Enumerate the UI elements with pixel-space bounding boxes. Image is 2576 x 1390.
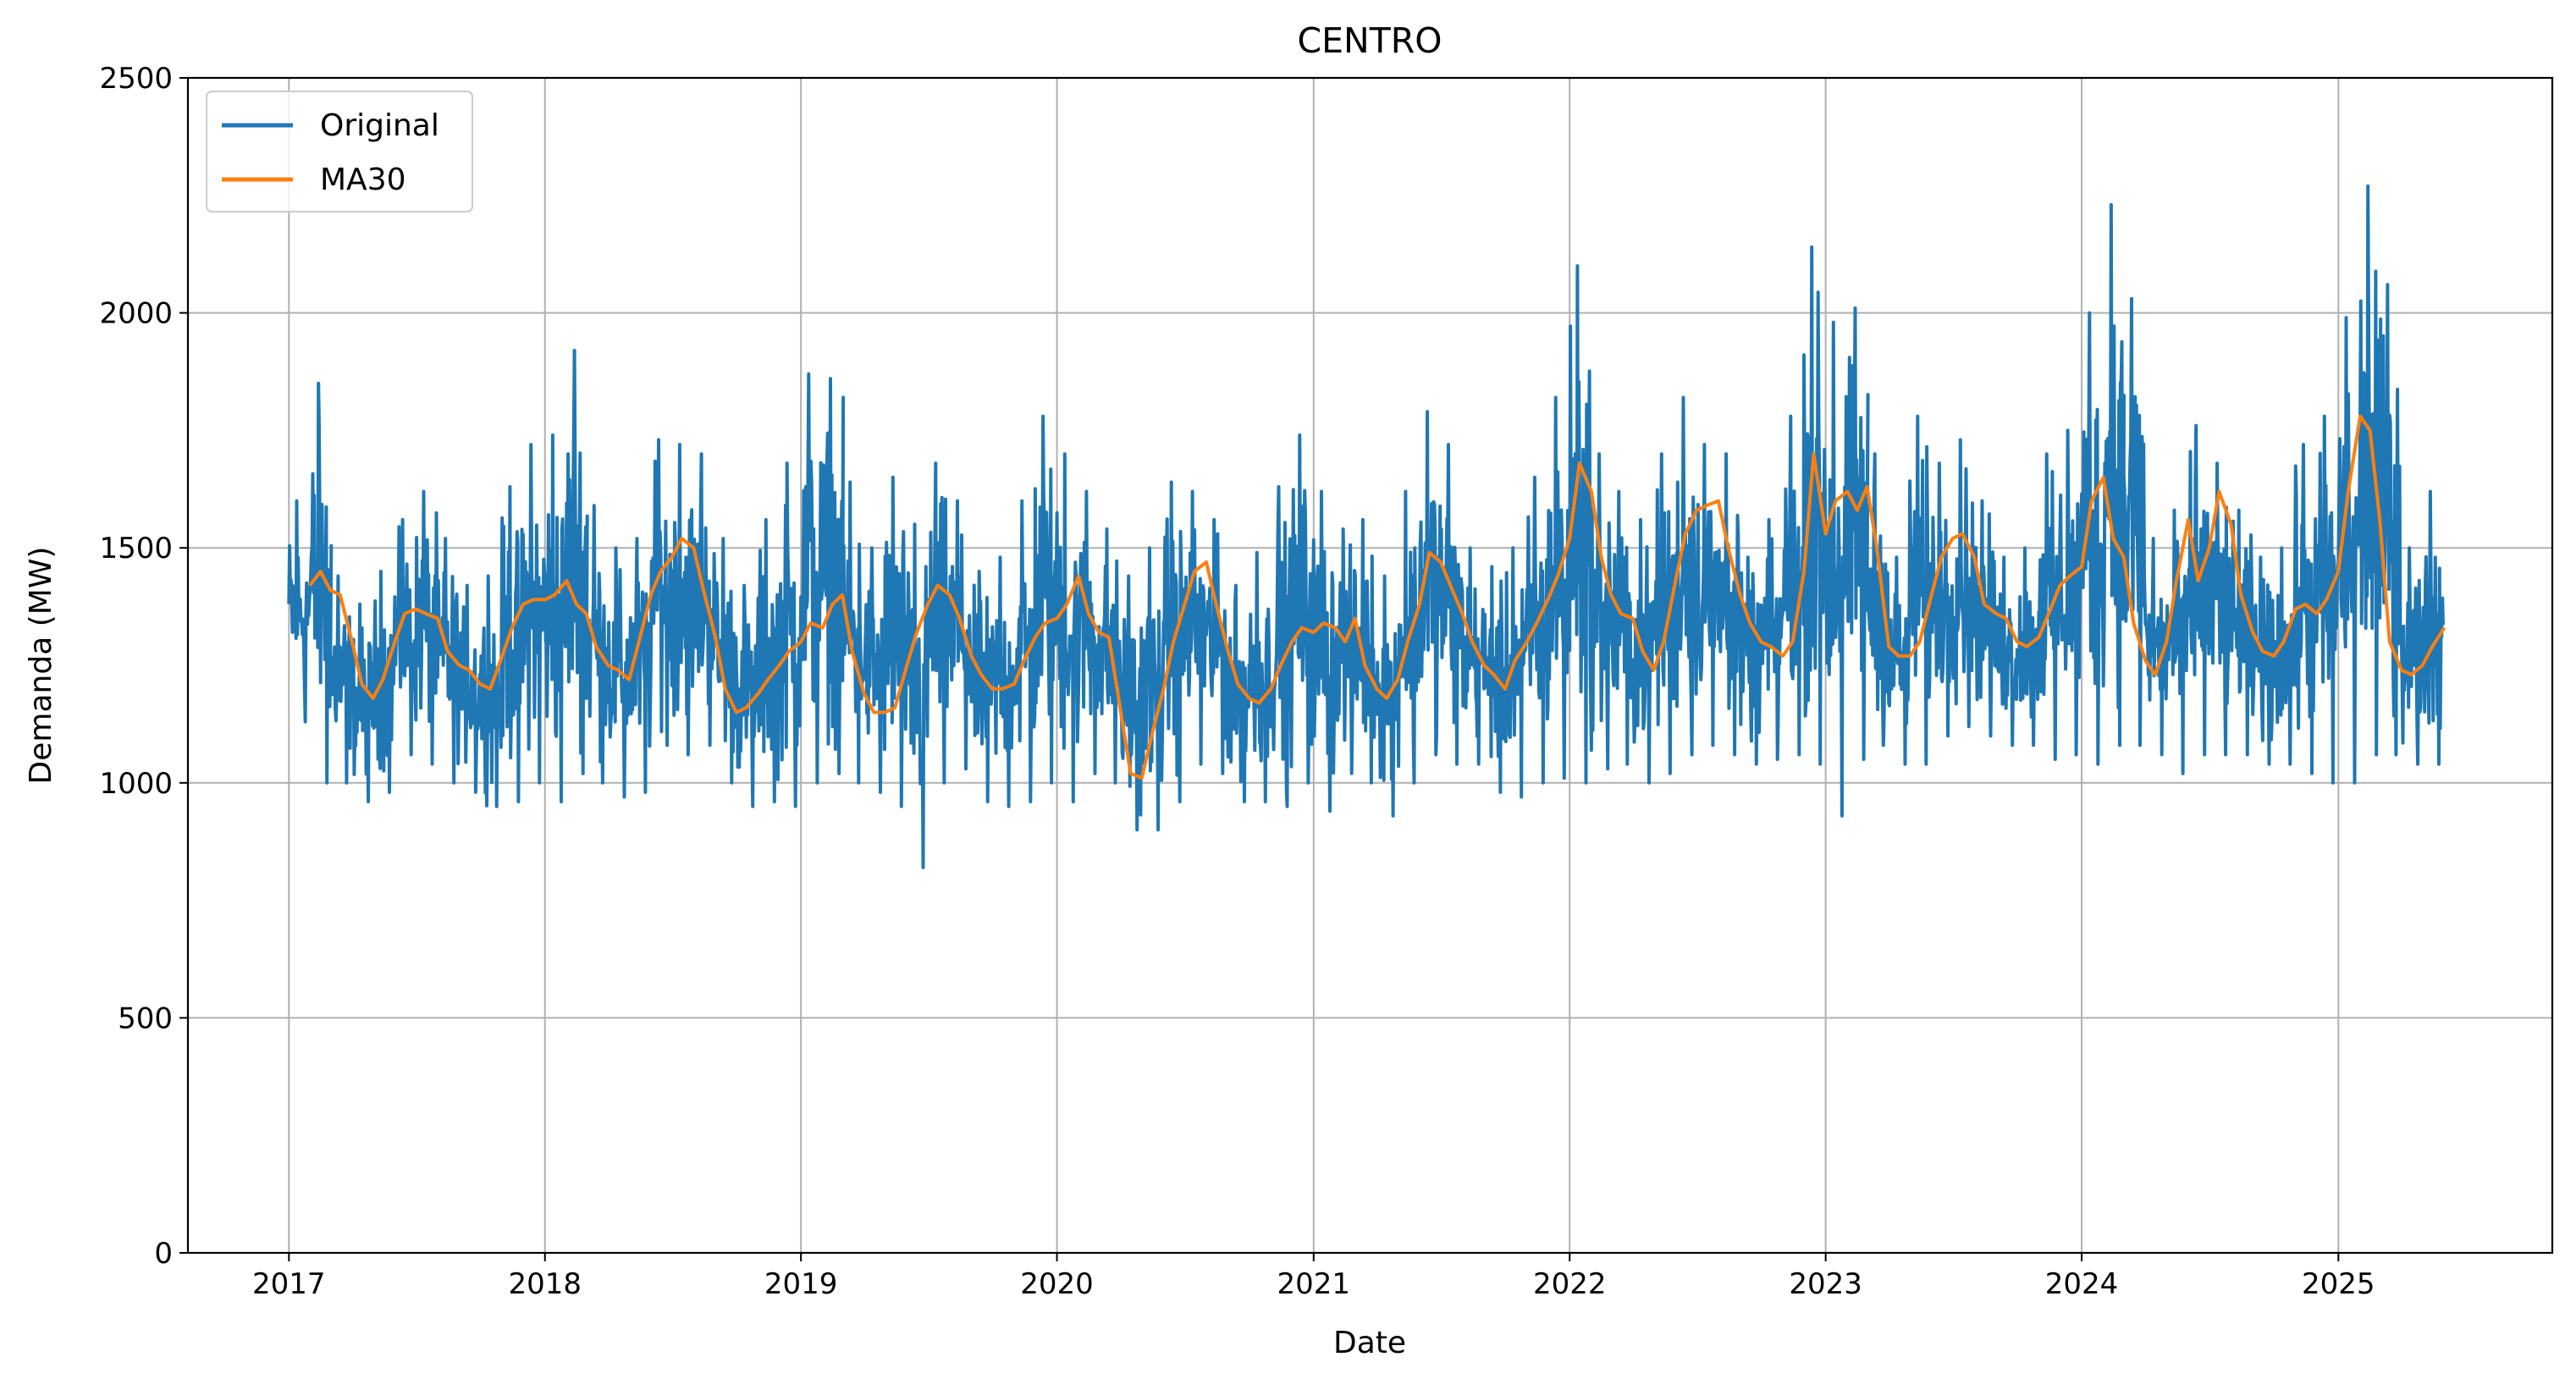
x-axis-label: Date (1333, 1326, 1406, 1360)
legend-label-original: Original (320, 108, 439, 143)
legend: Original MA30 (206, 91, 473, 212)
y-tick-label: 500 (118, 1001, 173, 1035)
y-tick-label: 1500 (99, 532, 173, 565)
y-axis-label: Demanda (MW) (24, 547, 58, 785)
x-tick-label: 2025 (2302, 1267, 2375, 1301)
chart-title: CENTRO (1297, 20, 1442, 61)
plot-frame (186, 76, 2554, 1255)
x-tick-label: 2020 (1020, 1267, 1094, 1301)
x-tick-label: 2018 (508, 1267, 582, 1301)
x-tick-label: 2019 (764, 1267, 838, 1301)
x-tick-label: 2021 (1277, 1267, 1351, 1301)
legend-label-ma30: MA30 (320, 163, 406, 197)
y-tick-label: 2000 (99, 297, 173, 331)
series-original-line (287, 184, 2445, 869)
series-layer (287, 184, 2446, 869)
axis-ticks: 0 500 1000 1500 2000 2500 2017 2018 2019 2020 2021… (99, 62, 2375, 1301)
x-tick-label: 2022 (1533, 1267, 1607, 1301)
x-tick-label: 2017 (252, 1267, 326, 1301)
x-tick-label: 2024 (2045, 1267, 2119, 1301)
y-tick-label: 0 (154, 1237, 173, 1271)
y-tick-label: 1000 (99, 767, 173, 801)
y-tick-label: 2500 (99, 62, 173, 96)
series-ma30-line (308, 414, 2446, 780)
x-tick-label: 2023 (1789, 1267, 1862, 1301)
